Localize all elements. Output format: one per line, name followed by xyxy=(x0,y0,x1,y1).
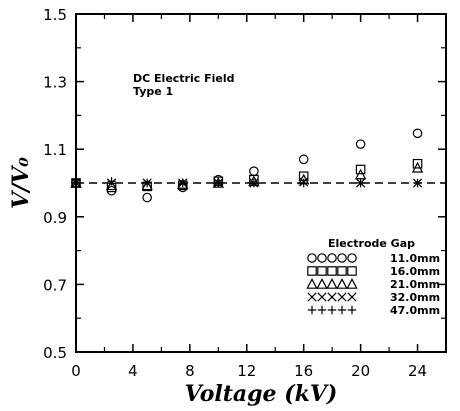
x-tick-label: 12 xyxy=(237,362,256,380)
legend-title: Electrode Gap xyxy=(328,237,415,250)
x-tick-label: 20 xyxy=(351,362,370,380)
data-point-triangle xyxy=(354,168,367,180)
legend-marker-triangle xyxy=(306,278,318,289)
legend-marker-circle xyxy=(337,253,347,263)
legend-item: 16.0mm xyxy=(307,265,440,278)
series-triangle xyxy=(70,161,424,191)
y-tick-label: 0.7 xyxy=(43,276,67,294)
legend-item: 21.0mm xyxy=(306,278,440,291)
legend-marker-triangle xyxy=(346,278,358,289)
legend-marker-plus xyxy=(337,305,347,315)
data-point-plus xyxy=(249,178,259,188)
series-plus xyxy=(71,177,422,188)
x-ticks: 0 4 8 12 16 20 24 xyxy=(71,14,427,380)
legend-marker-x xyxy=(317,292,327,302)
series-square xyxy=(71,158,423,193)
data-points xyxy=(70,128,424,203)
legend-marker-circle xyxy=(307,253,317,263)
data-point-plus xyxy=(356,178,365,188)
legend-marker-plus xyxy=(317,305,327,315)
x-tick-label: 4 xyxy=(128,362,138,380)
legend-marker-triangle xyxy=(336,278,348,289)
y-ticks: 0.5 0.7 0.9 1.1 1.3 1.5 xyxy=(43,6,446,362)
legend-label: 11.0mm xyxy=(390,252,440,265)
legend-marker-circle xyxy=(317,253,327,263)
data-point-circle xyxy=(106,185,117,196)
y-tick-label: 0.5 xyxy=(43,344,67,362)
legend-marker-plus xyxy=(347,305,357,315)
data-point-square xyxy=(412,158,423,169)
x-tick-label: 0 xyxy=(71,362,81,380)
data-point-plus xyxy=(178,178,187,188)
legend-marker-square xyxy=(307,266,317,276)
legend-marker-triangle xyxy=(326,278,338,289)
data-point-plus xyxy=(214,178,223,188)
data-point-circle xyxy=(412,128,423,139)
data-point-plus xyxy=(299,178,308,188)
data-point-triangle xyxy=(177,178,189,189)
data-point-circle xyxy=(142,192,152,203)
x-tick-label: 8 xyxy=(185,362,195,380)
data-point-triangle xyxy=(411,161,424,173)
data-point-plus xyxy=(413,178,422,188)
y-tick-label: 1.3 xyxy=(43,74,67,92)
x-tick-label: 24 xyxy=(408,362,427,380)
legend-marker-circle xyxy=(327,253,337,263)
legend-marker-plus xyxy=(307,305,317,315)
legend-label: 47.0mm xyxy=(390,304,440,317)
x-axis-title: Voltage (kV) xyxy=(185,381,338,407)
legend-marker-square xyxy=(337,266,347,276)
legend-marker-x xyxy=(337,292,347,302)
annotation-line-1: DC Electric Field xyxy=(133,72,235,85)
y-axis-title: V/V₀ xyxy=(8,157,34,209)
data-point-plus xyxy=(107,177,116,186)
legend-marker-square xyxy=(317,266,327,276)
legend-item: 32.0mm xyxy=(307,291,440,304)
y-tick-label: 1.5 xyxy=(43,6,67,24)
legend-marker-x xyxy=(347,292,357,302)
data-point-circle xyxy=(249,166,259,176)
y-tick-label: 1.1 xyxy=(43,141,67,159)
series-circle xyxy=(71,128,423,203)
legend-item: 47.0mm xyxy=(307,304,440,317)
legend-item: 11.0mm xyxy=(307,252,440,265)
legend-marker-triangle xyxy=(316,278,328,289)
legend-marker-x xyxy=(327,292,337,302)
y-tick-label: 0.9 xyxy=(43,209,67,227)
legend-marker-plus xyxy=(327,305,337,315)
annotation-line-2: Type 1 xyxy=(133,85,173,98)
legend-marker-circle xyxy=(347,253,357,263)
data-point-plus xyxy=(142,178,152,188)
legend-marker-square xyxy=(347,266,357,276)
legend-label: 32.0mm xyxy=(390,291,440,304)
legend-marker-square xyxy=(327,266,337,276)
legend-label: 21.0mm xyxy=(390,278,440,291)
data-point-square xyxy=(355,164,366,175)
data-point-circle xyxy=(298,154,309,165)
x-tick-label: 16 xyxy=(294,362,313,380)
legend-label: 16.0mm xyxy=(390,265,440,278)
data-point-plus xyxy=(71,178,81,188)
data-point-circle xyxy=(355,139,366,149)
legend-marker-x xyxy=(307,292,317,302)
